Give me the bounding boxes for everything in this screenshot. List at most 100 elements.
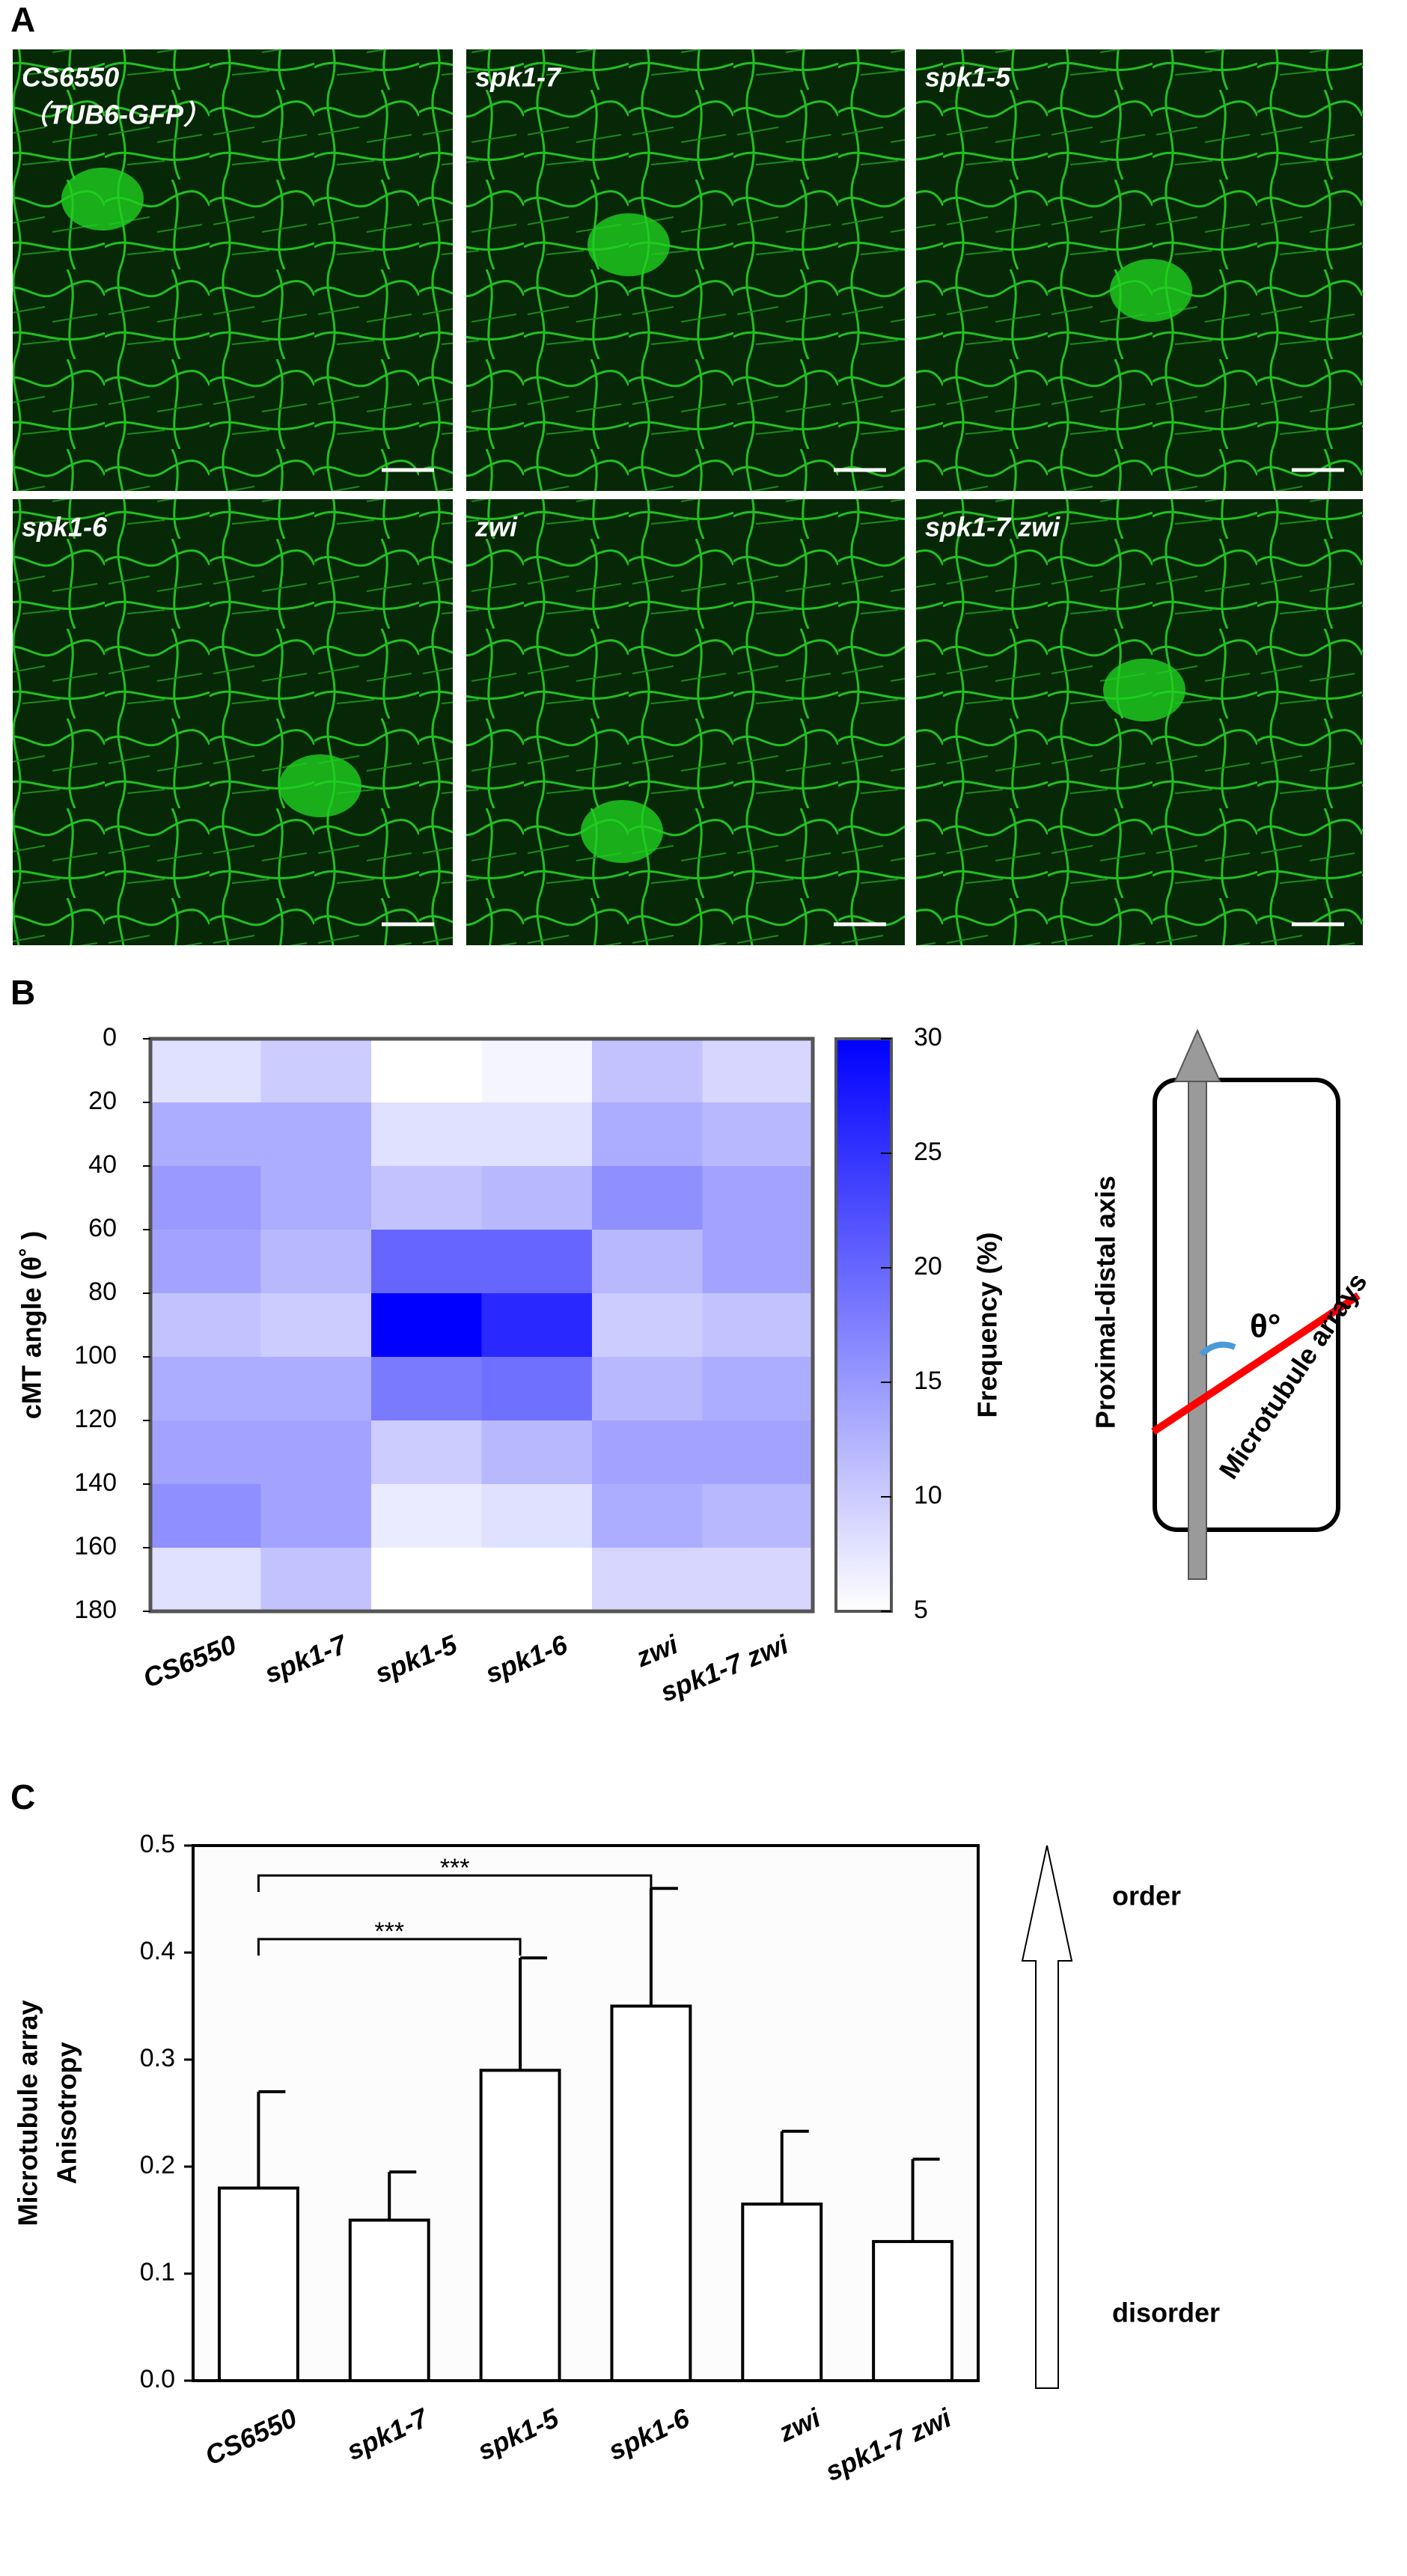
image-sublabel: （TUB6-GFP） [22, 100, 210, 130]
heat-cell [260, 1357, 372, 1421]
heat-cell [702, 1357, 814, 1421]
heat-cell [150, 1039, 261, 1103]
stoma [581, 800, 663, 863]
colorbar-tick-label: 5 [914, 1596, 928, 1624]
heat-cell [702, 1039, 814, 1103]
heat-cell [371, 1293, 482, 1358]
y-tick-label: 40 [88, 1150, 117, 1179]
y-tick-label: 120 [74, 1405, 117, 1433]
stoma [587, 213, 670, 276]
y-tick-label: 0.4 [140, 1937, 175, 1965]
heat-cell [150, 1548, 261, 1612]
x-tick-label: spk1-7 [342, 2402, 433, 2466]
heat-cell [260, 1548, 372, 1612]
plot-area [192, 1844, 980, 2382]
y-axis-label: Anisotropy [52, 2042, 82, 2184]
image-label: spk1-6 [22, 512, 108, 543]
image-label: spk1-7 zwi [925, 512, 1060, 543]
y-tick-label: 100 [74, 1341, 117, 1370]
bar [479, 2069, 561, 2383]
heat-cell [371, 1484, 482, 1548]
heat-cell [150, 1293, 261, 1358]
colorbar-label: Frequency (%) [972, 1232, 1003, 1417]
significance-bracket [257, 1874, 653, 1892]
arrow-label: order [1112, 1881, 1181, 1911]
heat-cell [150, 1484, 261, 1548]
colorbar-tick-label: 15 [914, 1367, 942, 1395]
heat-cell [592, 1230, 703, 1294]
image-label: spk1-5 [925, 62, 1011, 93]
colorbar [834, 1037, 893, 1613]
x-tick-label: CS6550 [201, 2402, 302, 2471]
heat-cell [481, 1357, 593, 1421]
angle-arc [1199, 1341, 1236, 1357]
order-arrow [1021, 1845, 1073, 2389]
image-label: spk1-7 [475, 62, 562, 93]
x-tick-label: spk1-5 [370, 1629, 462, 1689]
heat-cell [481, 1548, 593, 1612]
heat-cell [702, 1293, 814, 1358]
micrograph [13, 499, 453, 945]
heat-cell [481, 1293, 593, 1358]
heat-cell [702, 1548, 814, 1612]
heat-cell [371, 1357, 482, 1421]
heat-cell [592, 1484, 703, 1548]
heat-cell [150, 1230, 261, 1294]
heat-cell [481, 1420, 593, 1485]
heat-cell [260, 1484, 372, 1548]
y-axis-label: cMT angle (θ˚ ) [16, 1231, 47, 1419]
y-tick-label: 0.1 [140, 2258, 175, 2286]
image-label: zwi [474, 512, 518, 543]
angle-label: θ° [1250, 1308, 1281, 1345]
heat-cell [592, 1102, 703, 1167]
heat-cell [702, 1230, 814, 1294]
heat-cell [592, 1548, 703, 1612]
x-tick-label: zwi [773, 2402, 825, 2448]
bar [610, 2004, 692, 2382]
y-tick-label: 0.2 [140, 2151, 175, 2179]
heat-cell [702, 1484, 814, 1548]
heat-cell [702, 1420, 814, 1485]
x-tick-label: spk1-5 [473, 2402, 564, 2466]
stoma [1103, 659, 1185, 721]
y-tick-label: 0 [103, 1023, 117, 1052]
y-tick-label: 0.5 [140, 1830, 175, 1858]
x-tick-label: spk1-6 [604, 2402, 695, 2466]
arrow-label: disorder [1112, 2298, 1220, 2328]
x-tick-label: CS6550 [138, 1629, 240, 1694]
heat-cell [481, 1166, 593, 1230]
heat-cell [150, 1102, 261, 1167]
x-tick-label: spk1-7 [260, 1628, 352, 1688]
heat-cell [481, 1039, 593, 1103]
heat-cell [592, 1293, 703, 1358]
panel-label: B [10, 973, 35, 1012]
x-tick-label: spk1-6 [481, 1629, 573, 1689]
heat-cell [150, 1166, 261, 1230]
heat-cell [260, 1420, 372, 1485]
axis-arrow-head [1173, 1028, 1221, 1082]
axis-arrow-shaft [1188, 1077, 1207, 1580]
heat-cell [260, 1293, 372, 1358]
heat-cell [371, 1166, 482, 1230]
significance-label: *** [440, 1854, 470, 1882]
bar [872, 2240, 954, 2383]
heat-cell [481, 1102, 593, 1167]
significance-label: *** [374, 1917, 404, 1946]
heat-cell [260, 1039, 372, 1103]
y-tick-label: 160 [74, 1532, 117, 1560]
x-tick-label: spk1-7 zwi [820, 2402, 956, 2487]
heat-cell [702, 1166, 814, 1230]
heat-cell [702, 1102, 814, 1167]
x-tick-label: zwi [631, 1629, 683, 1673]
heat-cell [371, 1039, 482, 1103]
colorbar-tick-label: 30 [914, 1023, 942, 1052]
heat-cell [371, 1102, 482, 1167]
panel-label: C [10, 1777, 35, 1816]
microtubule-line [1151, 1292, 1361, 1435]
heat-cell [260, 1102, 372, 1167]
heat-cell [481, 1484, 593, 1548]
stoma [279, 754, 361, 817]
bar [348, 2218, 430, 2382]
micrograph [466, 49, 905, 491]
